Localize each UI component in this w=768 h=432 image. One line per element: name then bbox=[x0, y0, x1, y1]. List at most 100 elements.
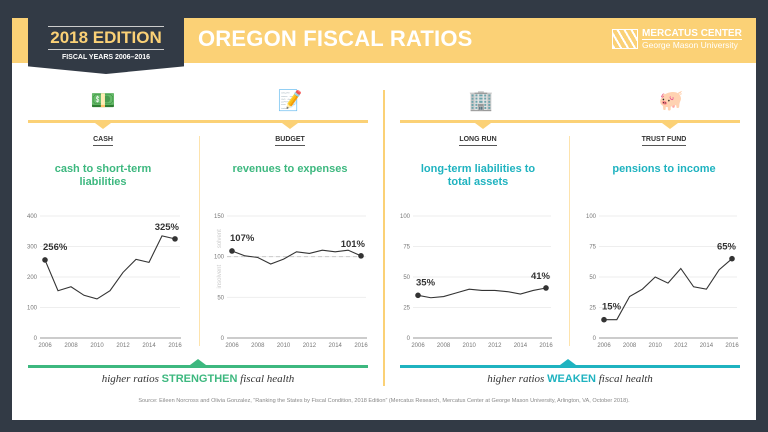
x-tick-label: 2016 bbox=[168, 343, 182, 349]
y-tick-label: 0 bbox=[34, 336, 38, 342]
y-tick-label: 200 bbox=[27, 275, 38, 281]
y-tick-label: 150 bbox=[214, 214, 225, 220]
series-line bbox=[417, 287, 547, 299]
strengthen-pointer bbox=[190, 359, 206, 365]
start-value-label: 107% bbox=[230, 233, 255, 244]
y-tick-label: 50 bbox=[217, 295, 224, 301]
y-tick-label: 100 bbox=[586, 214, 597, 220]
x-tick-label: 2006 bbox=[597, 343, 611, 349]
y-tick-label: 100 bbox=[27, 306, 38, 312]
x-tick-label: 2016 bbox=[725, 343, 739, 349]
insolvent-label: insolvent bbox=[217, 264, 223, 288]
mercatus-logo: MERCATUS CENTER George Mason University bbox=[612, 28, 742, 50]
stacked-bills-icon: 🏢 bbox=[468, 90, 494, 112]
y-tick-label: 0 bbox=[593, 336, 597, 342]
strengthen-line bbox=[28, 365, 368, 368]
end-value-label: 65% bbox=[717, 242, 737, 253]
start-value-label: 15% bbox=[602, 302, 622, 313]
series-line bbox=[604, 258, 733, 321]
source-citation: Source: Eileen Norcross and Olivia Gonza… bbox=[138, 398, 630, 404]
series-line bbox=[44, 235, 176, 300]
start-value-label: 256% bbox=[43, 242, 68, 253]
column-divider bbox=[569, 136, 570, 346]
x-tick-label: 2012 bbox=[303, 343, 317, 349]
y-tick-label: 0 bbox=[221, 336, 225, 342]
x-tick-label: 2014 bbox=[700, 343, 714, 349]
x-tick-label: 2008 bbox=[623, 343, 637, 349]
y-tick-label: 0 bbox=[407, 336, 411, 342]
column-divider bbox=[199, 136, 200, 346]
logo-mark-icon bbox=[612, 29, 638, 49]
page-title: OREGON FISCAL RATIOS bbox=[198, 26, 473, 51]
subtitle-longrun: long-term liabilities to total assets bbox=[420, 163, 536, 188]
y-tick-label: 400 bbox=[27, 214, 38, 220]
strengthen-note: higher ratios STRENGTHEN fiscal health bbox=[101, 373, 295, 385]
start-point bbox=[42, 257, 48, 263]
x-tick-label: 2010 bbox=[649, 343, 663, 349]
x-tick-label: 2008 bbox=[64, 343, 78, 349]
logo-line2: George Mason University bbox=[642, 40, 738, 50]
logo-line1: MERCATUS CENTER bbox=[642, 28, 742, 40]
x-tick-label: 2012 bbox=[488, 343, 502, 349]
x-tick-label: 2014 bbox=[514, 343, 528, 349]
x-tick-label: 2016 bbox=[354, 343, 368, 349]
x-tick-label: 2006 bbox=[225, 343, 239, 349]
cash-coins-icon: 💵 bbox=[90, 90, 116, 112]
category-trustfund: TRUST FUND bbox=[604, 136, 724, 146]
pointer-trustfund bbox=[662, 123, 678, 129]
y-tick-label: 300 bbox=[27, 245, 38, 251]
y-tick-label: 50 bbox=[403, 275, 410, 281]
fiscal-years-label: FISCAL YEARS 2006–2016 bbox=[61, 54, 151, 61]
y-tick-label: 100 bbox=[214, 255, 225, 261]
subtitle-cash: cash to short-term liabilities bbox=[54, 163, 152, 188]
left-separator bbox=[28, 120, 368, 123]
y-tick-label: 75 bbox=[589, 245, 596, 251]
edition-label: 2018 EDITION bbox=[48, 26, 164, 50]
x-tick-label: 2012 bbox=[674, 343, 688, 349]
x-tick-label: 2008 bbox=[251, 343, 265, 349]
end-point bbox=[543, 285, 549, 291]
y-tick-label: 25 bbox=[403, 306, 410, 312]
y-tick-label: 25 bbox=[589, 306, 596, 312]
budget-document-icon: 📝 bbox=[277, 90, 303, 112]
start-point bbox=[415, 292, 421, 299]
right-separator bbox=[400, 120, 740, 123]
end-value-label: 101% bbox=[341, 239, 366, 250]
x-tick-label: 2014 bbox=[142, 343, 156, 349]
end-value-label: 41% bbox=[531, 271, 551, 282]
x-tick-label: 2006 bbox=[411, 343, 425, 349]
pointer-longrun bbox=[475, 123, 491, 129]
x-tick-label: 2016 bbox=[539, 343, 553, 349]
pointer-cash bbox=[95, 123, 111, 129]
solvent-label: solvent bbox=[217, 229, 223, 248]
x-tick-label: 2010 bbox=[463, 343, 477, 349]
end-point bbox=[358, 253, 364, 259]
x-tick-label: 2014 bbox=[329, 343, 343, 349]
series-line bbox=[231, 249, 362, 265]
x-tick-label: 2010 bbox=[90, 343, 104, 349]
category-budget: BUDGET bbox=[230, 136, 350, 146]
subtitle-trustfund: pensions to income bbox=[612, 163, 716, 175]
end-value-label: 325% bbox=[155, 222, 180, 233]
x-tick-label: 2012 bbox=[116, 343, 130, 349]
y-tick-label: 100 bbox=[400, 214, 411, 220]
end-point bbox=[172, 236, 178, 242]
y-tick-label: 50 bbox=[589, 275, 596, 281]
y-tick-label: 75 bbox=[403, 245, 410, 251]
weaken-note: higher ratios WEAKEN fiscal health bbox=[487, 373, 653, 385]
x-tick-label: 2010 bbox=[277, 343, 291, 349]
weaken-line bbox=[400, 365, 740, 368]
half-divider bbox=[383, 90, 385, 386]
start-point bbox=[601, 316, 607, 323]
piggy-bank-icon: 🐖 bbox=[658, 90, 684, 112]
subtitle-budget: revenues to expenses bbox=[232, 163, 348, 175]
start-point bbox=[229, 248, 235, 254]
edition-badge: 2018 EDITION FISCAL YEARS 2006–2016 bbox=[28, 10, 184, 74]
pointer-budget bbox=[282, 123, 298, 129]
category-longrun: LONG RUN bbox=[418, 136, 538, 146]
weaken-pointer bbox=[560, 359, 576, 365]
x-tick-label: 2008 bbox=[437, 343, 451, 349]
x-tick-label: 2006 bbox=[38, 343, 52, 349]
end-point bbox=[729, 255, 735, 262]
